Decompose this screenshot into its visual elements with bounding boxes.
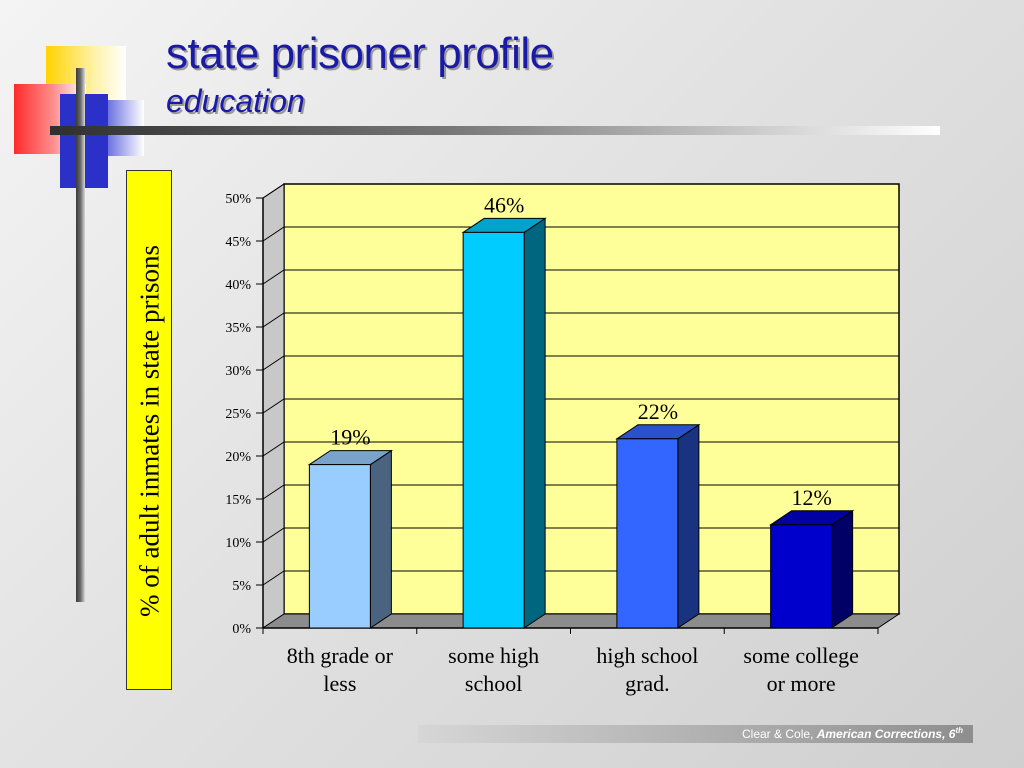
y-tick-label: 15%	[225, 493, 251, 508]
gridline	[262, 355, 899, 371]
gridline	[262, 269, 899, 285]
bar	[770, 524, 833, 629]
x-category-label: some high	[448, 643, 539, 668]
bar-side	[677, 423, 700, 629]
footer-citation: Clear & Cole, American Corrections, 6th	[742, 726, 963, 741]
slide-subtitle: education	[166, 83, 305, 119]
y-tick-label: 25%	[225, 407, 251, 422]
decor-horizontal-bar	[50, 126, 940, 135]
x-category-label: high school	[596, 643, 698, 668]
y-tick-label: 45%	[225, 235, 251, 250]
gridline	[262, 183, 899, 199]
y-tick-label: 5%	[232, 579, 251, 594]
footer-edition-suffix: th	[955, 726, 963, 735]
y-tick-label: 50%	[225, 192, 251, 207]
data-label: 12%	[791, 485, 831, 510]
bar-side	[831, 509, 854, 629]
y-axis-label-box: % of adult inmates in state prisons	[126, 170, 172, 690]
y-tick-label: 30%	[225, 364, 251, 379]
footer-bar: Clear & Cole, American Corrections, 6th	[418, 725, 973, 743]
footer-book-title: American Corrections, 6	[816, 727, 956, 741]
decor-vertical-bar	[76, 68, 85, 602]
y-tick-label: 40%	[225, 278, 251, 293]
x-category-label: school	[465, 671, 522, 696]
data-label: 19%	[330, 425, 370, 450]
x-category-label: or more	[767, 671, 836, 696]
slide-title: state prisoner profile	[166, 29, 554, 78]
gridline	[262, 398, 899, 414]
bar	[308, 464, 371, 629]
gridline	[262, 312, 899, 328]
data-label: 22%	[638, 399, 678, 424]
bar-side	[523, 217, 546, 629]
footer-authors: Clear & Cole,	[742, 727, 814, 741]
x-category-label: some college	[743, 643, 858, 668]
x-category-label: less	[323, 671, 356, 696]
bar-side	[369, 449, 392, 629]
x-category-label: 8th grade or	[287, 643, 394, 668]
gridline	[262, 226, 899, 242]
x-category-label: grad.	[625, 671, 670, 696]
y-tick-label: 20%	[225, 450, 251, 465]
data-label: 46%	[484, 192, 524, 217]
bar	[616, 438, 679, 629]
y-tick-label: 35%	[225, 321, 251, 336]
y-tick-label: 0%	[232, 622, 251, 637]
y-tick-label: 10%	[225, 536, 251, 551]
bar	[462, 231, 525, 629]
